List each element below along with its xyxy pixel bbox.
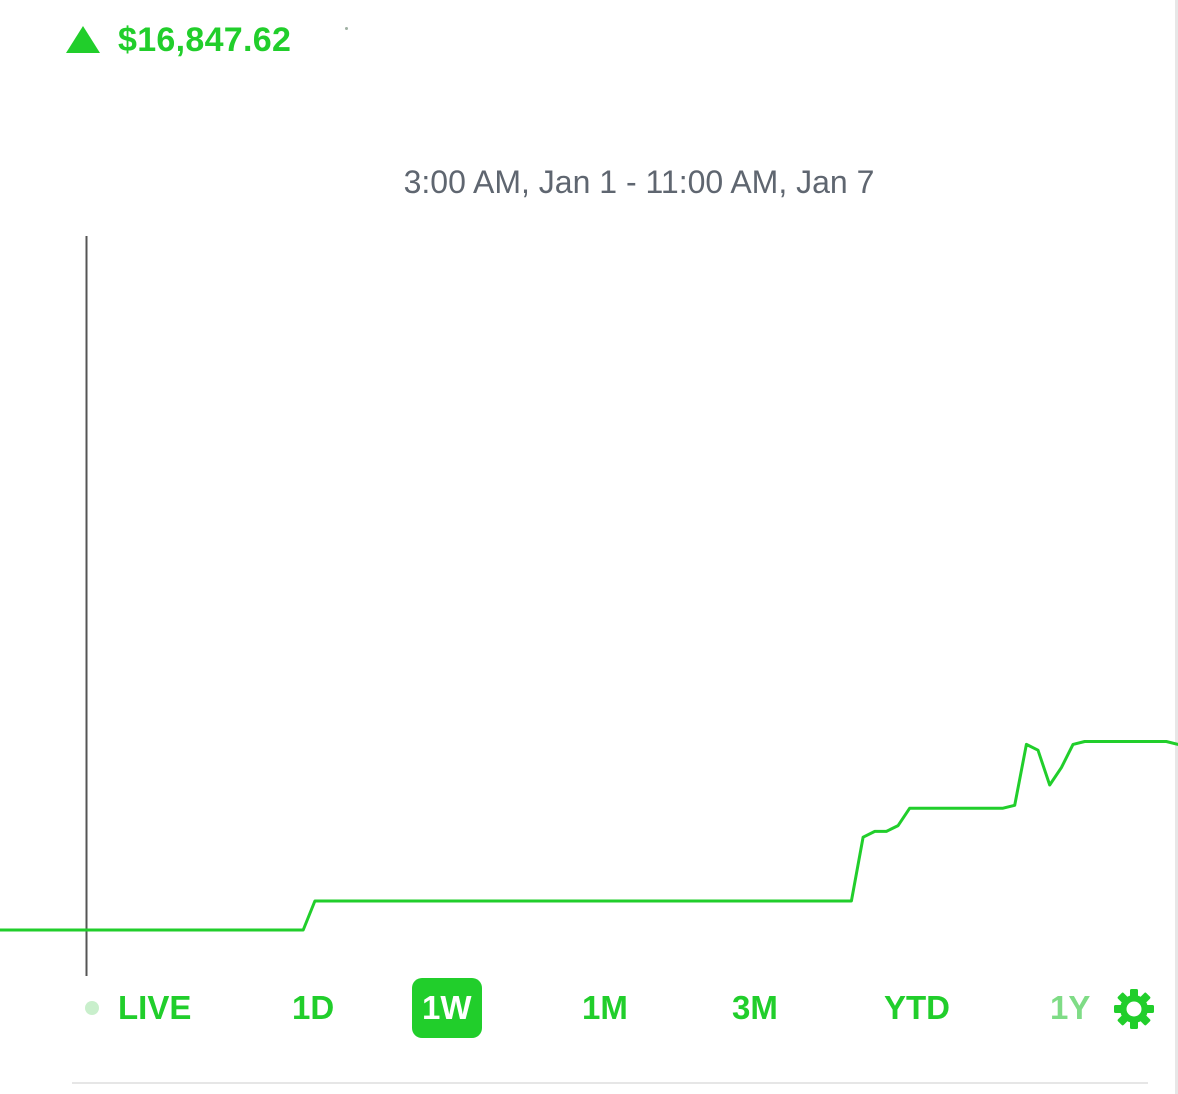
portfolio-line-chart[interactable] [0, 0, 1178, 1000]
tab-ytd[interactable]: YTD [884, 989, 950, 1026]
timeframe-selector: LIVE 1D 1W 1M 3M YTD 1Y [0, 978, 1178, 1038]
tab-live[interactable]: LIVE [118, 989, 192, 1026]
up-triangle-icon [66, 25, 100, 53]
gear-icon[interactable] [1113, 988, 1155, 1030]
portfolio-value: $16,847.62 [118, 20, 292, 59]
chart-range-label: 3:00 AM, Jan 1 - 11:00 AM, Jan 7 [403, 164, 875, 200]
panel-edge [1175, 0, 1178, 1094]
live-indicator-dot [85, 1001, 99, 1015]
artifact-dot [345, 27, 348, 30]
chart-series-line [0, 740, 1178, 932]
tab-1y[interactable]: 1Y [1050, 989, 1091, 1026]
tab-1m[interactable]: 1M [582, 989, 628, 1026]
tab-1w[interactable]: 1W [412, 978, 482, 1038]
tab-3m[interactable]: 3M [732, 989, 778, 1026]
bottom-divider [72, 1082, 1148, 1084]
price-header: $16,847.62 [66, 18, 291, 62]
tab-1d[interactable]: 1D [292, 989, 335, 1026]
